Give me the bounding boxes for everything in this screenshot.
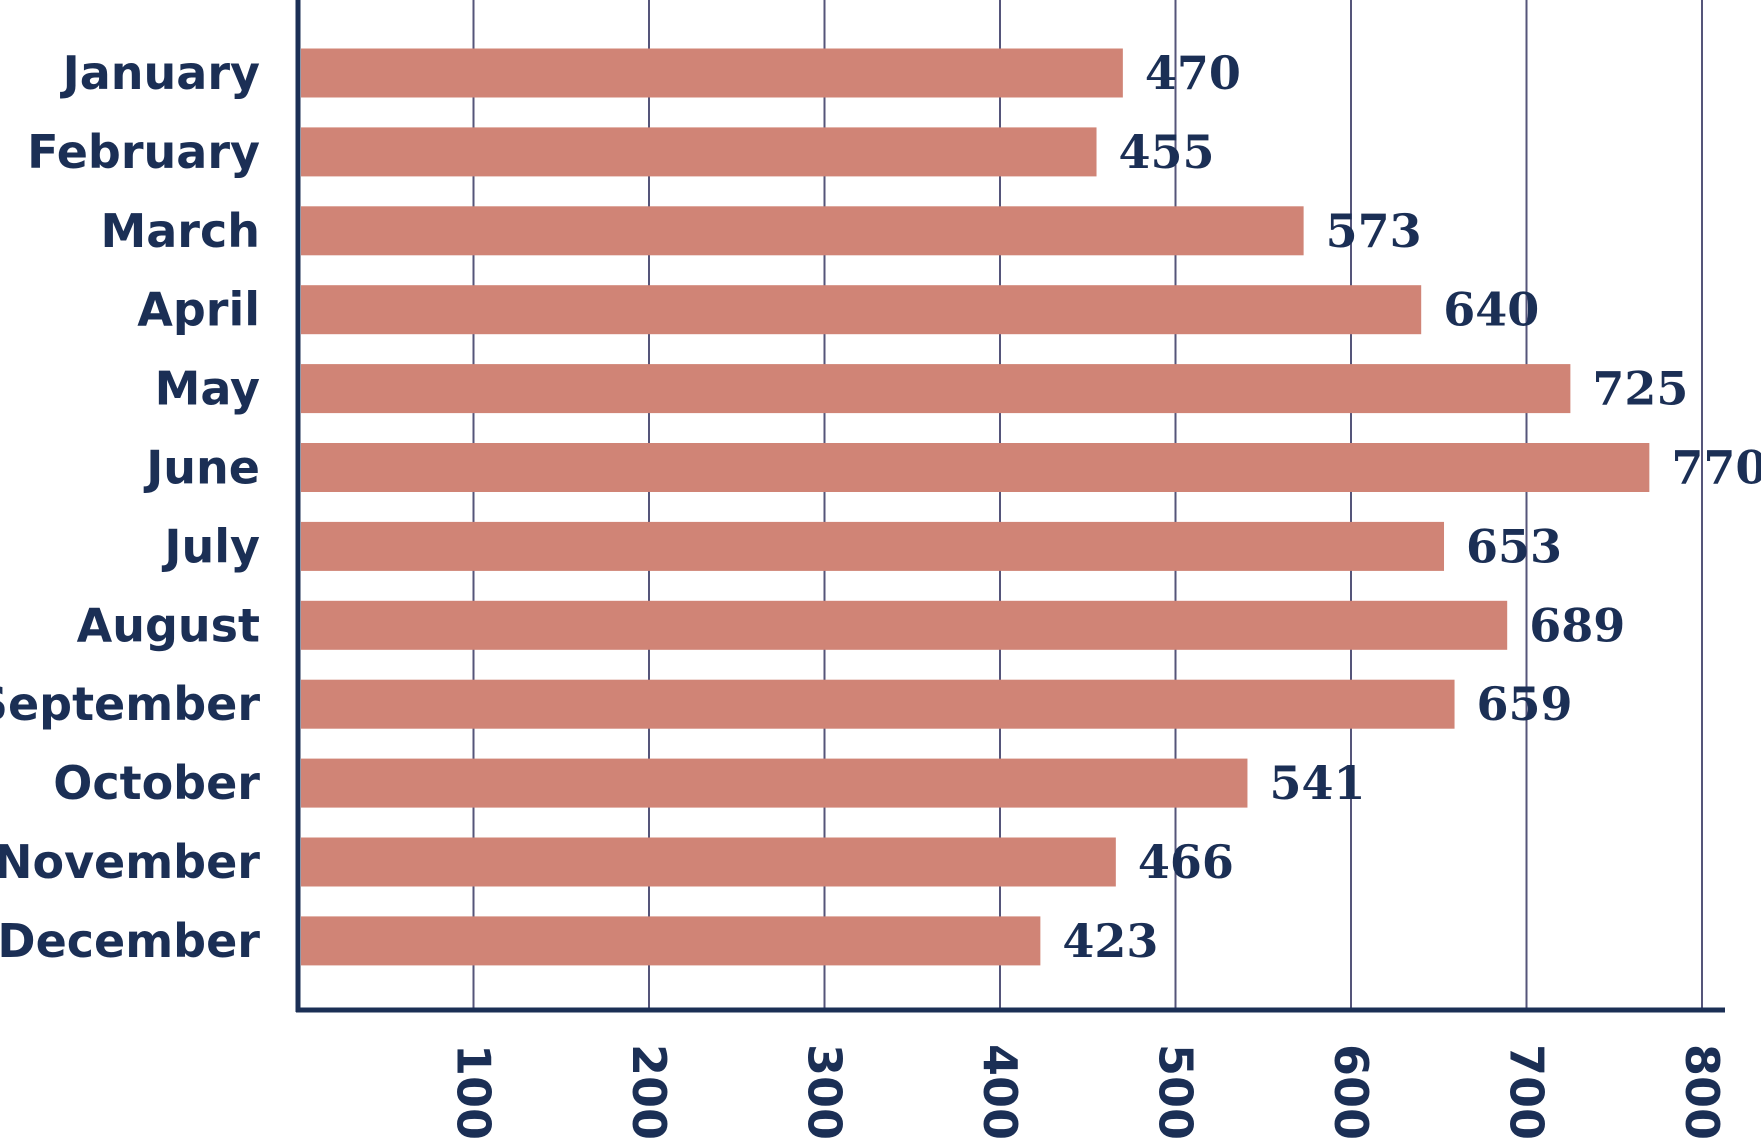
bar-august (301, 600, 1508, 650)
bar-december (301, 916, 1041, 966)
category-label-october: October (53, 756, 260, 810)
bar-january (301, 48, 1123, 98)
value-label-july: 653 (1466, 519, 1562, 573)
category-label-november: November (0, 835, 260, 889)
bar-june (301, 443, 1650, 492)
x-tick-label-400: 400 (973, 1044, 1027, 1140)
bar-july (301, 521, 1445, 571)
x-tick-label-700: 700 (1500, 1044, 1554, 1140)
axis-layer (295, 0, 1725, 1013)
bar-may (301, 364, 1571, 414)
bar-february (301, 127, 1097, 177)
value-label-march: 573 (1326, 204, 1422, 258)
value-label-january: 470 (1145, 46, 1241, 100)
category-label-april: April (137, 283, 260, 337)
category-label-august: August (77, 598, 260, 652)
value-label-august: 689 (1529, 598, 1625, 652)
value-label-september: 659 (1477, 677, 1573, 731)
x-tick-label-100: 100 (447, 1044, 501, 1140)
bar-march (301, 206, 1304, 256)
category-label-january: January (60, 46, 260, 100)
label-layer: January 470 February 455 March 573 April 640 May… (0, 46, 1761, 1140)
value-label-february: 455 (1119, 125, 1215, 179)
value-label-november: 466 (1138, 835, 1234, 889)
category-label-june: June (143, 441, 260, 495)
x-tick-label-600: 600 (1324, 1044, 1378, 1140)
value-label-december: 423 (1062, 914, 1158, 968)
category-label-september: September (0, 677, 260, 731)
category-label-may: May (155, 362, 260, 416)
value-label-may: 725 (1592, 362, 1688, 416)
bar-april (301, 285, 1422, 335)
x-tick-label-800: 800 (1675, 1044, 1729, 1140)
bar-october (301, 758, 1248, 808)
value-label-april: 640 (1443, 283, 1539, 337)
x-tick-label-500: 500 (1149, 1044, 1203, 1140)
x-tick-label-200: 200 (622, 1044, 676, 1140)
bar-layer (301, 48, 1650, 966)
category-label-february: February (27, 125, 260, 179)
value-label-june: 770 (1671, 441, 1761, 495)
value-label-october: 541 (1269, 756, 1365, 810)
category-label-july: July (161, 519, 260, 573)
category-label-december: December (0, 914, 260, 968)
x-tick-label-300: 300 (798, 1044, 852, 1140)
bar-september (301, 679, 1455, 729)
category-label-march: March (100, 204, 260, 258)
bar-november (301, 837, 1116, 887)
